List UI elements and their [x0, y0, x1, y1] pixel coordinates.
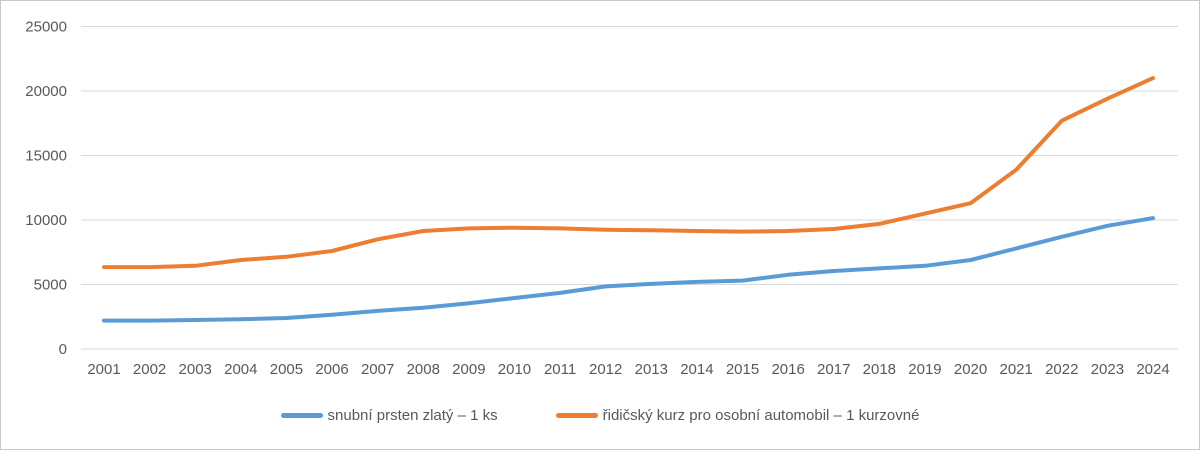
- x-axis-tick-label: 2005: [270, 361, 303, 378]
- x-axis-tick-label: 2022: [1045, 361, 1078, 378]
- y-axis-tick-label: 5000: [34, 277, 67, 294]
- legend-line-swatch-blue: [280, 413, 323, 418]
- y-axis-tick-label: 0: [59, 341, 67, 358]
- x-axis-tick-label: 2010: [498, 361, 531, 378]
- x-axis-tick-label: 2012: [589, 361, 622, 378]
- x-axis-tick-label: 2013: [635, 361, 668, 378]
- x-axis-tick-label: 2004: [224, 361, 257, 378]
- x-axis-tick-label: 2003: [179, 361, 212, 378]
- x-axis-tick-label: 2017: [817, 361, 850, 378]
- x-axis-tick-label: 2020: [954, 361, 987, 378]
- legend-line-swatch-orange: [555, 413, 598, 418]
- x-axis-tick-label: 2007: [361, 361, 394, 378]
- x-axis-tick-label: 2002: [133, 361, 166, 378]
- legend-entry-ring: snubní prsten zlatý – 1 ks: [280, 407, 498, 424]
- x-axis-tick-label: 2011: [544, 361, 576, 378]
- y-axis-tick-label: 20000: [25, 83, 67, 100]
- x-axis-tick-label: 2021: [999, 361, 1032, 378]
- x-axis-tick-label: 2015: [726, 361, 759, 378]
- y-axis-tick-label: 25000: [25, 19, 67, 36]
- x-axis-tick-label: 2016: [771, 361, 804, 378]
- x-axis-tick-label: 2006: [315, 361, 348, 378]
- y-axis-tick-label: 10000: [25, 212, 67, 229]
- legend-label-ring: snubní prsten zlatý – 1 ks: [327, 407, 498, 424]
- x-axis-tick-label: 2008: [407, 361, 440, 378]
- x-axis-tick-label: 2019: [908, 361, 941, 378]
- x-axis-tick-label: 2024: [1136, 361, 1169, 378]
- x-axis-tick-label: 2014: [680, 361, 713, 378]
- y-axis-tick-label: 15000: [25, 148, 67, 165]
- legend-label-driving-course: řidičský kurz pro osobní automobil – 1 k…: [602, 407, 920, 424]
- x-axis-tick-label: 2001: [87, 361, 120, 378]
- x-axis-tick-label: 2023: [1091, 361, 1124, 378]
- series-line-0: [102, 216, 1155, 323]
- legend-entry-driving-course: řidičský kurz pro osobní automobil – 1 k…: [555, 407, 920, 424]
- x-axis-tick-label: 2018: [863, 361, 896, 378]
- x-axis-tick-label: 2009: [452, 361, 485, 378]
- series-line-1: [102, 76, 1155, 270]
- chart-legend: snubní prsten zlatý – 1 ks řidičský kurz…: [1, 407, 1199, 424]
